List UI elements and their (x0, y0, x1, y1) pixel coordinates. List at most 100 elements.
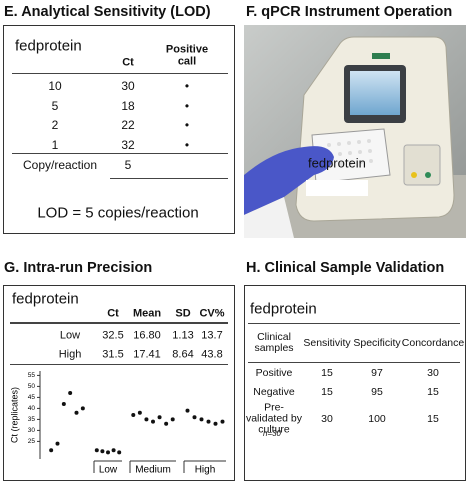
cell: 2 (51, 118, 59, 132)
label-background (306, 180, 368, 196)
y-tick-label: 45 (28, 394, 36, 401)
screen (350, 71, 400, 115)
point (61, 402, 66, 406)
column-header: Positive call (165, 43, 209, 67)
cell: 97 (371, 366, 383, 379)
table-label: fedprotein (12, 290, 79, 308)
point (192, 415, 197, 420)
lab-coat (244, 197, 294, 238)
footer-cell: Copy/reaction (22, 158, 98, 172)
column-header: CV% (199, 307, 225, 320)
cell: High (58, 348, 82, 361)
y-tick-label: 40 (28, 405, 36, 412)
column-header: Clinical samples (254, 330, 294, 354)
cell: 5 (51, 98, 59, 113)
scatter-chart: Ct (replicates) 25 30 35 40 45 50 55 Low Medium Hi… (9, 371, 226, 476)
point (170, 417, 175, 422)
cell: 30 (321, 412, 333, 425)
panel-title: G. Intra-run Precision (4, 259, 153, 276)
table-label: fedprotein (15, 37, 82, 55)
cell: 17.41 (133, 348, 161, 361)
logo (372, 53, 390, 59)
button (411, 172, 417, 178)
cell: 15 (321, 366, 333, 379)
column-header: Sensitivity (303, 336, 351, 349)
column-header: Ct (122, 56, 134, 69)
x-tick-label: Low (99, 465, 118, 476)
panel-title: F. qPCR Instrument Operation (246, 3, 453, 20)
note: n=30 (262, 429, 282, 438)
cell: 31.5 (102, 348, 124, 361)
point (111, 448, 116, 453)
column-header: SD (175, 307, 191, 320)
x-tick-label: Medium (135, 465, 171, 476)
cell: 15 (321, 385, 333, 398)
point (164, 421, 169, 426)
button (425, 172, 431, 178)
cell: 22 (121, 118, 135, 132)
table-label: fedprotein (250, 300, 317, 318)
column-header: Specificity (353, 336, 401, 349)
point (157, 415, 162, 420)
gloved-hand (244, 146, 334, 215)
column-header: Ct (107, 307, 119, 320)
cell: 15 (427, 385, 439, 398)
point (68, 391, 73, 395)
cell: Pre-validated by culture (245, 401, 303, 436)
cell: 16.80 (133, 329, 161, 342)
y-tick-label: 30 (28, 427, 36, 434)
point (131, 413, 136, 417)
point (137, 410, 142, 415)
panel-g-box (3, 285, 235, 481)
y-tick-label: 25 (28, 438, 36, 445)
column-header: Mean (132, 307, 162, 320)
y-tick-label: 35 (28, 416, 36, 423)
cell: 18 (121, 98, 135, 113)
rule (110, 178, 228, 179)
panel-title: E. Analytical Sensitivity (LOD) (4, 3, 211, 20)
cell: 10 (48, 79, 62, 93)
cell: 1 (51, 137, 59, 152)
photo-label: fedprotein (308, 155, 366, 171)
x-tick-label: High (195, 465, 216, 476)
cell: • (184, 98, 190, 113)
panel-e-box (3, 25, 235, 234)
point (151, 419, 155, 424)
plate-wells (327, 139, 373, 167)
cell: 95 (371, 385, 383, 398)
rule (248, 362, 460, 363)
y-tick-label: 50 (28, 383, 36, 390)
point (144, 417, 149, 422)
cell: 30 (121, 79, 135, 93)
rule (12, 153, 228, 154)
cell: Negative (253, 385, 295, 398)
point (213, 421, 218, 426)
point (74, 410, 79, 415)
rule (10, 364, 228, 365)
cell: 43.8 (201, 348, 223, 361)
point (94, 448, 99, 453)
instrument-photo (244, 25, 466, 238)
cell: 32 (121, 137, 135, 152)
panel-title: H. Clinical Sample Validation (246, 259, 445, 276)
cell: 1.13 (172, 329, 194, 342)
rule (10, 322, 228, 324)
point (55, 441, 60, 446)
cell: 8.64 (172, 348, 194, 361)
y-tick-label: 55 (28, 372, 36, 379)
y-axis-label: Ct (replicates) (9, 387, 19, 443)
cell: • (184, 118, 190, 132)
cell: Low (59, 329, 81, 342)
point (220, 419, 225, 424)
cell: 15 (427, 412, 439, 425)
cell: 13.7 (201, 329, 223, 342)
cell: • (184, 137, 190, 152)
cell: Positive (255, 366, 293, 379)
rule (12, 73, 228, 74)
point (206, 419, 211, 424)
cell: 32.5 (102, 329, 124, 342)
point (199, 417, 204, 422)
point (100, 449, 105, 454)
lod-text: LOD = 5 copies/reaction (37, 204, 199, 222)
